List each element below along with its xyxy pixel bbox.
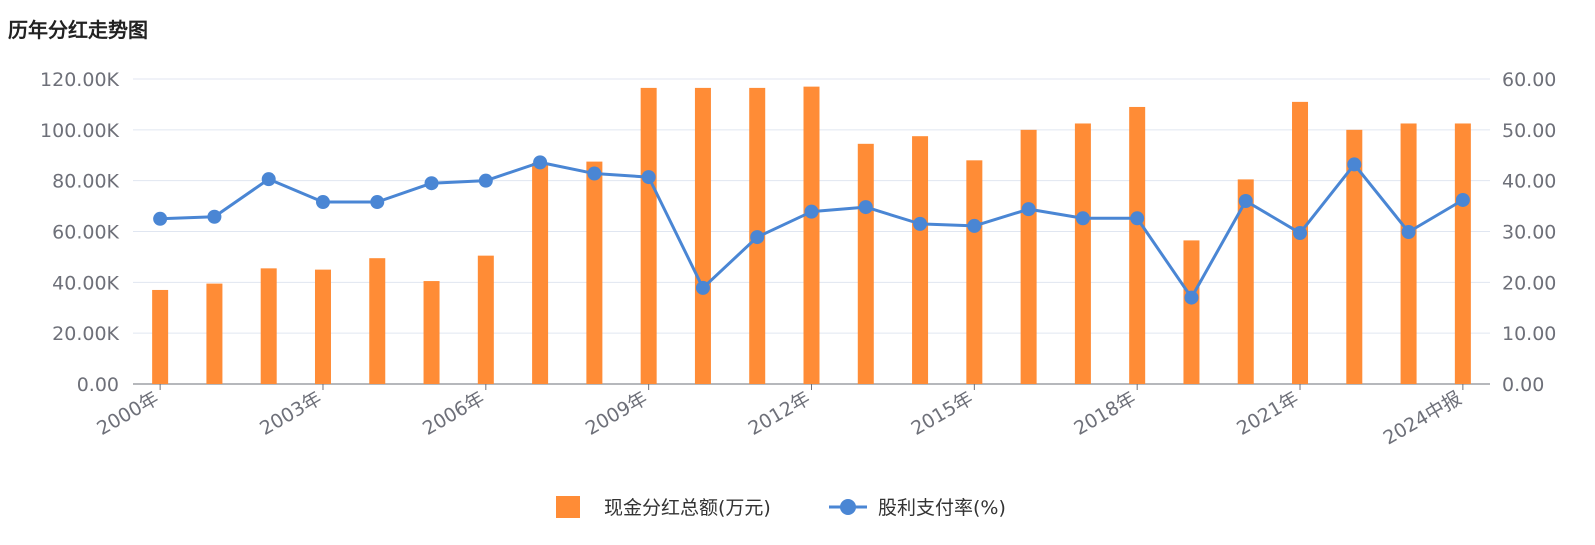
y-right-tick-label: 10.00 xyxy=(1502,323,1556,345)
line-point xyxy=(261,172,276,187)
line-point xyxy=(1238,194,1253,208)
x-tick-label: 2012年 xyxy=(745,387,814,440)
bar xyxy=(857,143,874,384)
line-point xyxy=(695,280,710,295)
bar xyxy=(586,161,603,384)
chart-title: 历年分红走势图 xyxy=(8,18,148,42)
x-tick-label: 2009年 xyxy=(582,387,651,440)
line-point xyxy=(1347,157,1362,172)
bar xyxy=(206,283,223,384)
x-tick-label: 2003年 xyxy=(256,387,325,440)
y-right-tick-label: 30.00 xyxy=(1502,222,1556,244)
y-left-tick-label: 60.00K xyxy=(52,222,119,244)
bar xyxy=(694,87,711,384)
bar xyxy=(532,162,549,384)
line-point xyxy=(587,166,602,181)
bar xyxy=(803,86,820,384)
bar xyxy=(477,255,494,384)
line-point xyxy=(370,195,385,210)
line-point xyxy=(1184,290,1199,305)
line-point xyxy=(804,204,819,219)
x-tick-label: 2006年 xyxy=(419,387,488,440)
y-left-tick-label: 100.00K xyxy=(40,120,119,142)
bar xyxy=(1237,179,1254,384)
bar xyxy=(369,258,386,384)
bar xyxy=(1074,123,1091,385)
legend-bar-label: 现金分红总额(万元) xyxy=(604,497,771,519)
line-point xyxy=(424,176,439,191)
y-left-tick-label: 120.00K xyxy=(40,69,119,91)
line-point xyxy=(1130,211,1145,226)
bar xyxy=(1129,106,1146,384)
line-point xyxy=(207,209,222,224)
line-point xyxy=(478,173,493,188)
y-right-tick-label: 60.00 xyxy=(1502,69,1556,91)
legend-line-marker xyxy=(840,499,856,515)
y-right-tick-label: 40.00 xyxy=(1502,171,1556,193)
line-point xyxy=(858,200,873,215)
bar xyxy=(1400,123,1417,385)
bar xyxy=(640,87,657,384)
y-left-tick-label: 20.00K xyxy=(52,323,119,345)
bar xyxy=(1020,129,1037,384)
line-point xyxy=(533,155,548,170)
bar xyxy=(152,289,169,384)
legend-bar-swatch xyxy=(556,496,580,518)
y-right-tick-label: 50.00 xyxy=(1502,120,1556,142)
line-point xyxy=(750,230,765,245)
line-point xyxy=(1075,211,1090,226)
x-tick-label: 2015年 xyxy=(908,387,977,440)
bar xyxy=(1183,240,1200,384)
y-left-tick-label: 0.00 xyxy=(77,374,119,396)
y-left-tick-label: 80.00K xyxy=(52,171,119,193)
x-tick-label: 2018年 xyxy=(1070,387,1139,440)
bar xyxy=(966,160,983,384)
line-point xyxy=(153,211,168,226)
bar xyxy=(912,136,929,384)
bar xyxy=(260,268,277,384)
line-point xyxy=(967,218,982,233)
legend-line-label: 股利支付率(%) xyxy=(878,497,1006,519)
bar xyxy=(1292,101,1309,384)
bar xyxy=(1454,123,1471,385)
y-left-tick-label: 40.00K xyxy=(52,272,119,294)
line-point xyxy=(315,195,330,210)
line-point xyxy=(1293,226,1308,241)
x-tick-label: 2024中报 xyxy=(1380,387,1466,449)
bar xyxy=(1346,129,1363,384)
line-point xyxy=(641,170,656,185)
bar xyxy=(423,281,440,384)
line-point xyxy=(1401,225,1416,240)
y-right-tick-label: 20.00 xyxy=(1502,272,1556,294)
line-point xyxy=(1455,192,1470,207)
line-point xyxy=(913,216,928,231)
x-tick-label: 2021年 xyxy=(1233,387,1302,440)
line-point xyxy=(1021,202,1036,217)
bar xyxy=(314,269,331,384)
y-right-tick-label: 0.00 xyxy=(1502,374,1544,396)
